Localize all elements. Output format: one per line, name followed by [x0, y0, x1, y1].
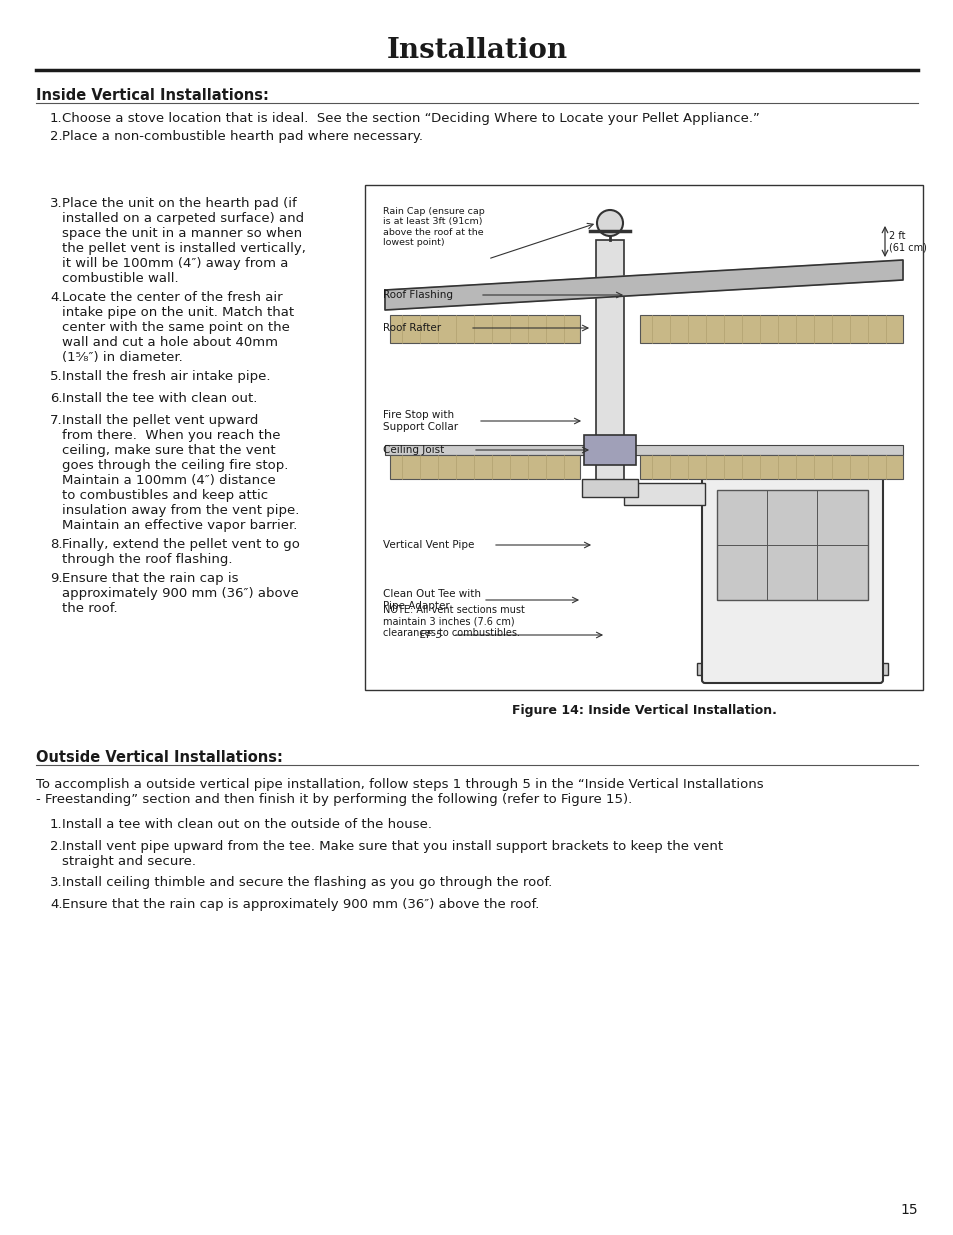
- Bar: [365, 185, 923, 690]
- Text: 4.: 4.: [50, 291, 63, 304]
- Text: To accomplish a outside vertical pipe installation, follow steps 1 through 5 in : To accomplish a outside vertical pipe in…: [36, 778, 762, 806]
- Bar: [390, 454, 579, 479]
- Bar: [390, 315, 579, 343]
- Text: 3.: 3.: [50, 198, 63, 210]
- Text: Figure 14: Inside Vertical Installation.: Figure 14: Inside Vertical Installation.: [511, 704, 776, 718]
- Text: Clean Out Tee with
Pipe Adapter: Clean Out Tee with Pipe Adapter: [382, 589, 480, 611]
- Text: Locate the center of the fresh air
intake pipe on the unit. Match that
center wi: Locate the center of the fresh air intak…: [62, 291, 294, 364]
- Bar: [623, 483, 704, 505]
- Text: 1.: 1.: [50, 112, 63, 125]
- Bar: [596, 240, 623, 480]
- Text: 8.: 8.: [50, 538, 63, 551]
- Text: NOTE: All vent sections must
maintain 3 inches (7.6 cm)
clearances to combustibl: NOTE: All vent sections must maintain 3 …: [382, 605, 524, 638]
- Text: Place the unit on the hearth pad (if
installed on a carpeted surface) and
space : Place the unit on the hearth pad (if ins…: [62, 198, 306, 285]
- Text: Place a non-combustible hearth pad where necessary.: Place a non-combustible hearth pad where…: [62, 130, 422, 143]
- Text: Ceiling Joist: Ceiling Joist: [382, 445, 444, 454]
- Bar: [583, 435, 636, 466]
- Bar: [639, 454, 902, 479]
- Text: Outside Vertical Installations:: Outside Vertical Installations:: [36, 750, 283, 764]
- Polygon shape: [385, 261, 902, 310]
- Text: 5.: 5.: [50, 370, 63, 383]
- Text: 2.: 2.: [50, 840, 63, 853]
- Bar: [717, 490, 867, 600]
- Circle shape: [597, 210, 622, 236]
- Text: 7.: 7.: [50, 414, 63, 427]
- Text: 15: 15: [900, 1203, 917, 1216]
- Bar: [581, 479, 638, 496]
- Bar: [385, 445, 902, 454]
- Text: Install ceiling thimble and secure the flashing as you go through the roof.: Install ceiling thimble and secure the f…: [62, 876, 552, 889]
- Text: Inside Vertical Installations:: Inside Vertical Installations:: [36, 88, 269, 103]
- Text: Installation: Installation: [386, 37, 567, 63]
- Text: Roof Rafter: Roof Rafter: [382, 324, 440, 333]
- Text: Install the pellet vent upward
from there.  When you reach the
ceiling, make sur: Install the pellet vent upward from ther…: [62, 414, 299, 532]
- Bar: [639, 315, 902, 343]
- Text: EF 5: EF 5: [419, 630, 442, 640]
- Text: 6.: 6.: [50, 391, 63, 405]
- Text: 2.: 2.: [50, 130, 63, 143]
- FancyBboxPatch shape: [701, 472, 882, 683]
- Text: Ensure that the rain cap is
approximately 900 mm (36″) above
the roof.: Ensure that the rain cap is approximatel…: [62, 572, 298, 615]
- Text: Install the fresh air intake pipe.: Install the fresh air intake pipe.: [62, 370, 271, 383]
- Text: Install the tee with clean out.: Install the tee with clean out.: [62, 391, 257, 405]
- Bar: [697, 663, 887, 676]
- Text: 3.: 3.: [50, 876, 63, 889]
- Text: Install a tee with clean out on the outside of the house.: Install a tee with clean out on the outs…: [62, 818, 432, 831]
- Text: 4.: 4.: [50, 898, 63, 911]
- Text: Ensure that the rain cap is approximately 900 mm (36″) above the roof.: Ensure that the rain cap is approximatel…: [62, 898, 538, 911]
- Text: Install vent pipe upward from the tee. Make sure that you install support bracke: Install vent pipe upward from the tee. M…: [62, 840, 722, 868]
- Text: 1.: 1.: [50, 818, 63, 831]
- Text: Choose a stove location that is ideal.  See the section “Deciding Where to Locat: Choose a stove location that is ideal. S…: [62, 112, 760, 125]
- Text: 9.: 9.: [50, 572, 63, 585]
- Text: 2 ft
(61 cm): 2 ft (61 cm): [888, 231, 926, 252]
- Text: Vertical Vent Pipe: Vertical Vent Pipe: [382, 540, 474, 550]
- Text: Roof Flashing: Roof Flashing: [382, 290, 453, 300]
- Text: Finally, extend the pellet vent to go
through the roof flashing.: Finally, extend the pellet vent to go th…: [62, 538, 299, 566]
- Text: Rain Cap (ensure cap
is at least 3ft (91cm)
above the roof at the
lowest point): Rain Cap (ensure cap is at least 3ft (91…: [382, 207, 484, 247]
- Text: Fire Stop with
Support Collar: Fire Stop with Support Collar: [382, 410, 457, 432]
